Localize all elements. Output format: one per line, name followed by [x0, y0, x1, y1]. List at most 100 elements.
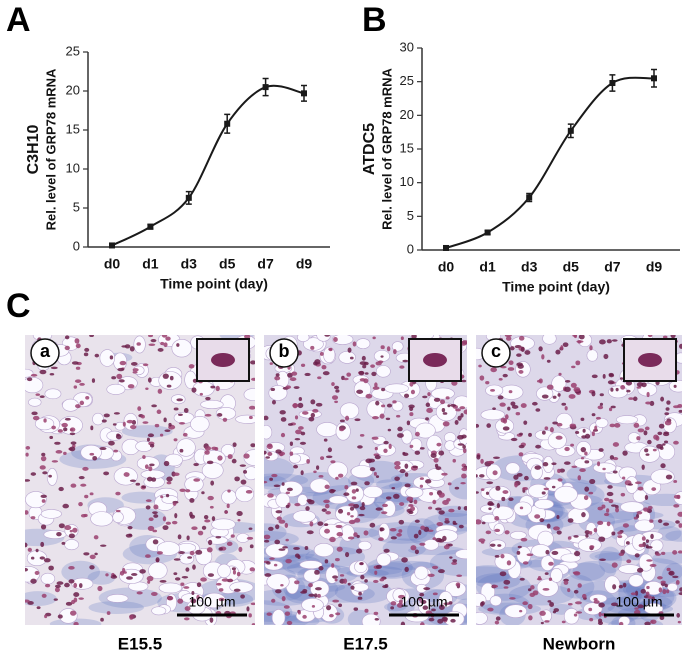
nucleus: [410, 389, 415, 395]
nucleus: [657, 576, 663, 580]
nucleus: [332, 575, 339, 579]
cell: [350, 465, 374, 479]
nucleus: [644, 426, 650, 431]
nucleus: [197, 530, 204, 536]
nucleus: [661, 551, 666, 555]
nucleus: [339, 419, 345, 423]
nucleus: [359, 562, 364, 565]
nucleus: [431, 565, 439, 570]
nucleus: [529, 592, 536, 598]
cell: [25, 377, 44, 394]
nucleus: [51, 425, 56, 430]
nucleus: [577, 340, 582, 344]
nucleus: [304, 372, 311, 377]
nucleus: [575, 360, 581, 366]
cell: [217, 563, 231, 579]
y-tick-label: 10: [400, 174, 414, 189]
nucleus: [121, 345, 127, 348]
nucleus: [660, 463, 666, 469]
nucleus: [447, 482, 452, 486]
nucleus: [432, 537, 437, 540]
nucleus: [527, 588, 532, 592]
nucleus: [425, 417, 429, 421]
nucleus: [39, 369, 47, 375]
nucleus: [78, 502, 83, 507]
marker: [609, 80, 616, 87]
nucleus: [78, 583, 83, 589]
nucleus: [570, 443, 575, 447]
nucleus: [54, 441, 61, 445]
nucleus: [227, 454, 233, 460]
nucleus: [399, 365, 405, 369]
nucleus: [379, 578, 385, 582]
nucleus: [163, 460, 170, 467]
nucleus: [382, 503, 388, 508]
cell: [555, 412, 573, 430]
nucleus: [248, 527, 253, 530]
nucleus: [626, 559, 632, 564]
nucleus: [620, 385, 626, 390]
nucleus: [221, 578, 229, 582]
nucleus: [285, 491, 291, 495]
cell: [531, 544, 551, 558]
nucleus: [544, 620, 550, 623]
stain: [665, 530, 682, 542]
nucleus: [677, 511, 682, 517]
nucleus: [286, 620, 293, 625]
nucleus: [396, 414, 401, 418]
cell: [547, 431, 567, 449]
nucleus: [419, 484, 424, 488]
nucleus: [129, 614, 134, 620]
nucleus: [299, 441, 307, 445]
nucleus: [317, 593, 321, 598]
stain: [88, 600, 144, 614]
nucleus: [160, 341, 165, 346]
nucleus: [323, 499, 330, 504]
nucleus: [106, 611, 111, 616]
nucleus: [675, 580, 680, 585]
nucleus: [665, 474, 673, 480]
nucleus: [172, 502, 177, 506]
nucleus: [40, 455, 47, 462]
nucleus: [74, 379, 82, 383]
nucleus: [562, 342, 569, 348]
nucleus: [520, 346, 525, 352]
nucleus: [331, 395, 339, 400]
nucleus: [226, 503, 230, 509]
nucleus: [49, 373, 55, 376]
nucleus: [75, 404, 81, 409]
stain: [572, 560, 617, 582]
nucleus: [190, 598, 197, 604]
nucleus: [553, 526, 560, 531]
nucleus: [148, 335, 154, 338]
nucleus: [564, 406, 568, 411]
nucleus: [509, 597, 516, 600]
nucleus: [73, 582, 78, 589]
cell: [354, 560, 368, 574]
nucleus: [500, 417, 506, 423]
stain: [568, 562, 606, 581]
nucleus: [347, 536, 355, 540]
nucleus: [92, 455, 98, 461]
nucleus: [410, 506, 415, 512]
nucleus: [662, 443, 666, 446]
nucleus: [672, 550, 678, 555]
nucleus: [514, 482, 518, 488]
nucleus: [645, 401, 652, 405]
nucleus: [322, 371, 330, 376]
nucleus: [381, 404, 386, 408]
nucleus: [445, 396, 450, 400]
nucleus: [588, 491, 594, 495]
nucleus: [557, 468, 561, 473]
nucleus: [78, 597, 84, 600]
nucleus: [459, 406, 466, 410]
nucleus: [353, 532, 358, 537]
letter-badge: [30, 338, 60, 368]
nucleus: [571, 365, 576, 369]
nucleus: [650, 620, 654, 624]
nucleus: [266, 561, 271, 565]
cell: [536, 578, 559, 597]
nucleus: [504, 335, 512, 338]
nucleus: [670, 335, 676, 339]
nucleus: [163, 417, 167, 423]
